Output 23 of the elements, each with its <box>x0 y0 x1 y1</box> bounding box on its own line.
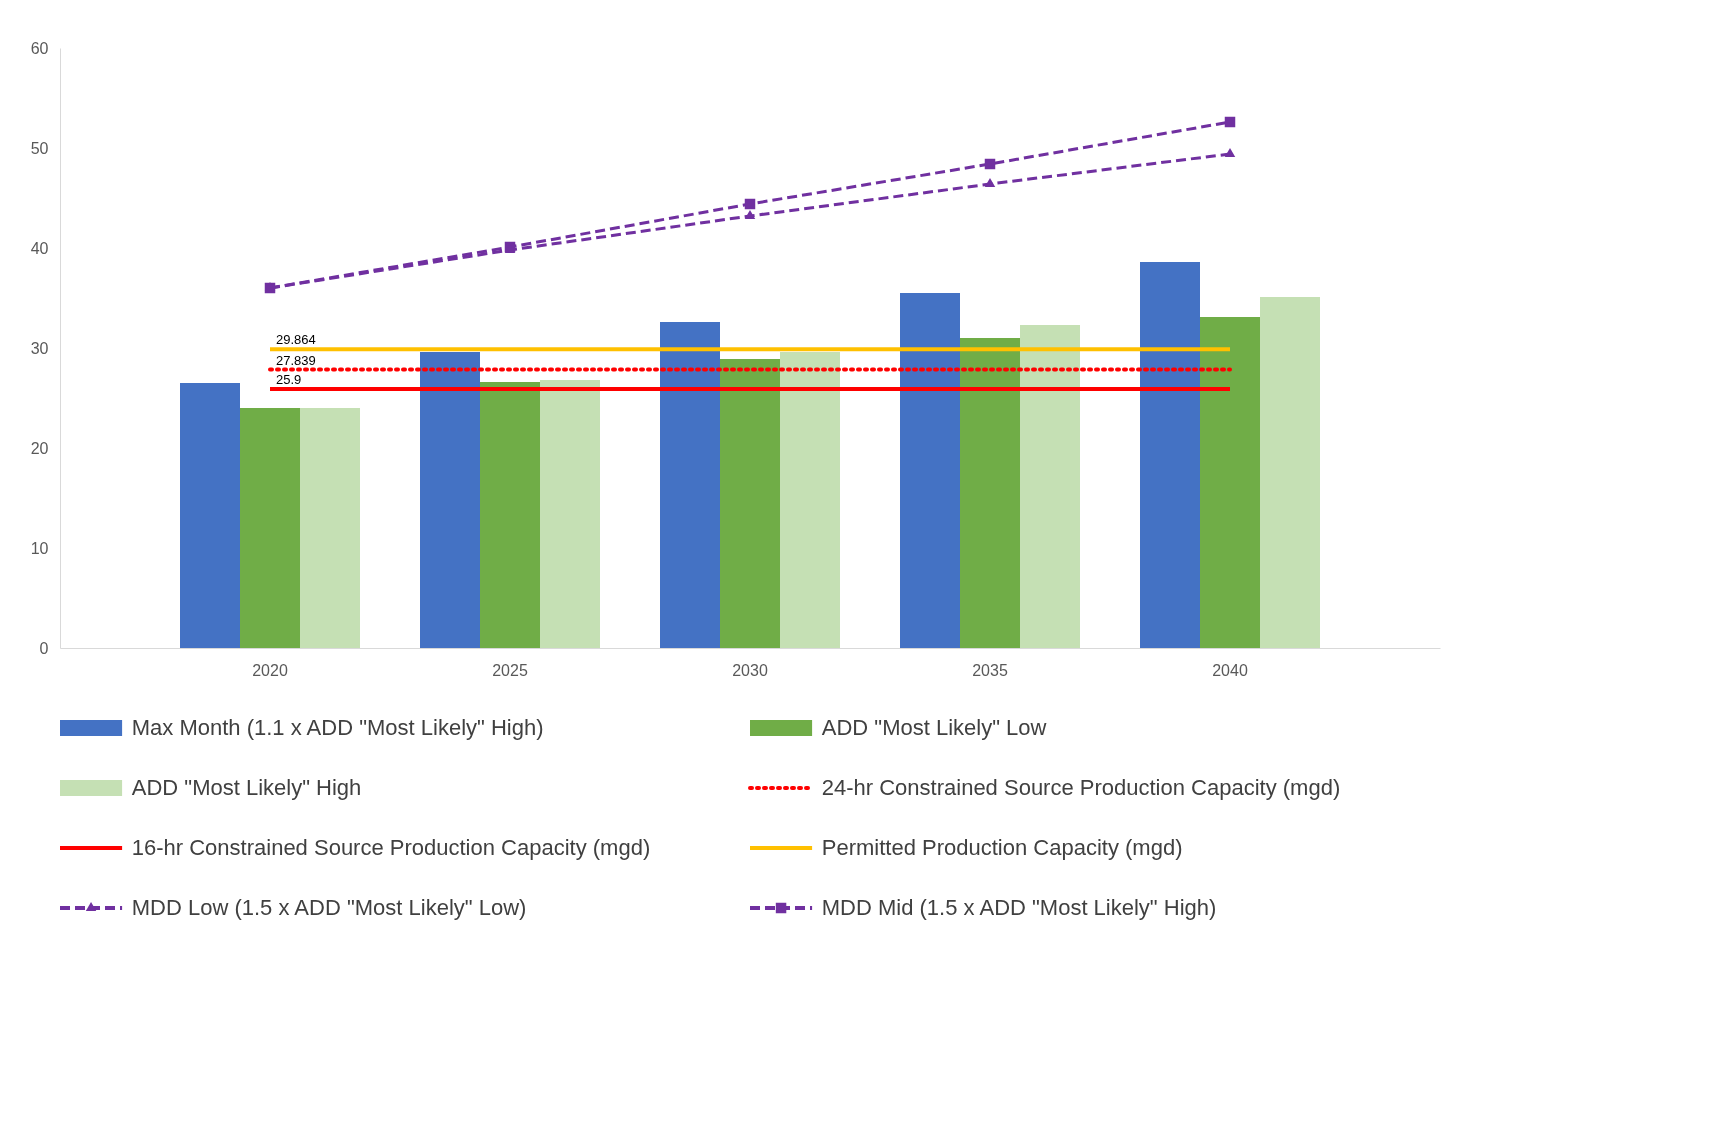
data-label: 25.9 <box>276 372 302 387</box>
y-tick-label: 40 <box>30 239 49 257</box>
legend-label: ADD "Most Likely" Low <box>821 715 1047 740</box>
data-label: 29.864 <box>276 332 316 348</box>
legend-label: Permitted Production Capacity (mgd) <box>821 835 1183 860</box>
data-label: 27.839 <box>276 352 316 368</box>
legend-label: 16-hr Constrained Source Production Capacity (mgd) <box>131 835 651 860</box>
y-tick-label: 20 <box>30 439 49 457</box>
y-tick-label: 50 <box>30 139 49 157</box>
legend-label: MDD Mid (1.5 x ADD "Most Likely" High) <box>821 895 1217 920</box>
y-tick-label: 30 <box>30 339 49 357</box>
x-tick-label: 2030 <box>732 661 768 679</box>
y-tick-label: 60 <box>30 39 49 57</box>
x-tick-label: 2040 <box>1212 661 1248 679</box>
x-tick-label: 2020 <box>252 661 288 679</box>
legend-label: MDD Low (1.5 x ADD "Most Likely" Low) <box>131 895 527 920</box>
legend-label: 24-hr Constrained Source Production Capacity (mgd) <box>821 775 1341 800</box>
y-tick-label: 10 <box>30 539 49 557</box>
y-tick-label: 0 <box>39 639 49 657</box>
x-tick-label: 2025 <box>492 661 528 679</box>
legend-label: Max Month (1.1 x ADD "Most Likely" High) <box>131 715 544 740</box>
x-tick-label: 2035 <box>972 661 1008 679</box>
legend-label: ADD "Most Likely" High <box>131 775 362 800</box>
